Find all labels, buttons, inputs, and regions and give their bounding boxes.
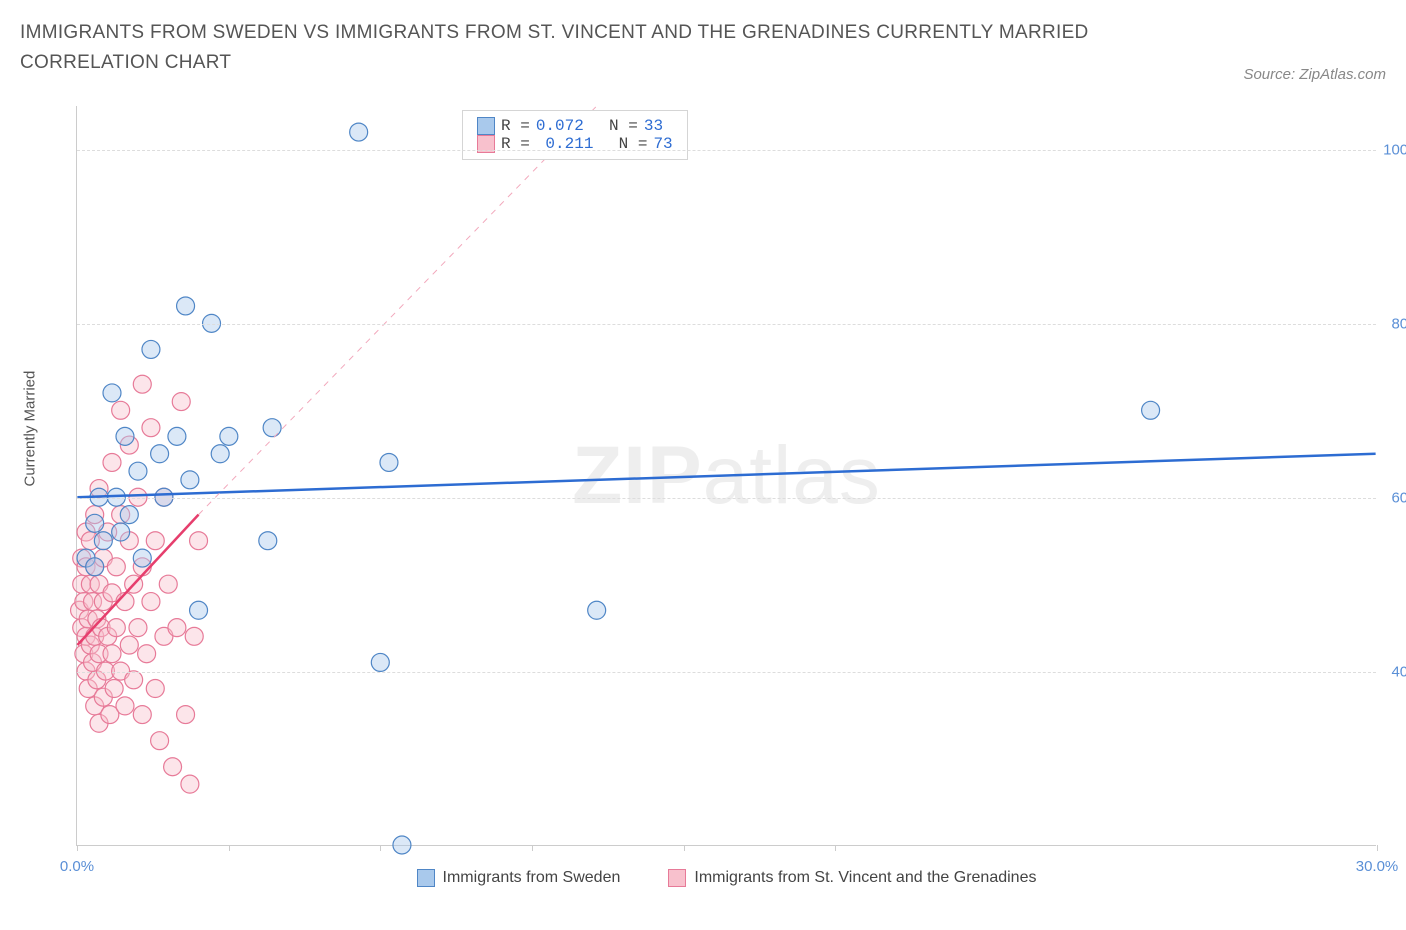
x-tick — [229, 845, 230, 851]
x-tick — [380, 845, 381, 851]
data-point — [125, 671, 143, 689]
data-point — [120, 636, 138, 654]
page-title: IMMIGRANTS FROM SWEDEN VS IMMIGRANTS FRO… — [20, 18, 1170, 79]
data-point — [86, 514, 104, 532]
data-point — [211, 445, 229, 463]
plot-svg — [77, 106, 1376, 845]
data-point — [164, 758, 182, 776]
data-point — [168, 427, 186, 445]
data-point — [107, 558, 125, 576]
data-point — [1142, 401, 1160, 419]
x-tick — [1377, 845, 1378, 851]
x-tick-label: 0.0% — [60, 858, 94, 875]
data-point — [129, 462, 147, 480]
data-point — [172, 393, 190, 411]
gridline — [77, 324, 1376, 325]
data-point — [142, 593, 160, 611]
data-point — [181, 775, 199, 793]
data-point — [220, 427, 238, 445]
y-axis-label: Currently Married — [22, 371, 39, 487]
data-point — [185, 627, 203, 645]
data-point — [371, 653, 389, 671]
data-point — [103, 453, 121, 471]
data-point — [116, 697, 134, 715]
gridline — [77, 498, 1376, 499]
data-point — [103, 645, 121, 663]
y-tick-label: 60.0% — [1380, 489, 1406, 506]
source-attribution: Source: ZipAtlas.com — [1243, 66, 1386, 83]
data-point — [146, 680, 164, 698]
y-tick-label: 80.0% — [1380, 315, 1406, 332]
x-tick — [77, 845, 78, 851]
data-point — [190, 601, 208, 619]
legend-label: Immigrants from St. Vincent and the Gren… — [694, 869, 1036, 887]
y-tick-label: 40.0% — [1380, 663, 1406, 680]
data-point — [112, 401, 130, 419]
data-point — [259, 532, 277, 550]
data-point — [263, 419, 281, 437]
y-tick-label: 100.0% — [1380, 141, 1406, 158]
legend-swatch-pink-icon — [668, 869, 686, 887]
legend-item-stvincent: Immigrants from St. Vincent and the Gren… — [668, 869, 1036, 887]
x-tick-label: 30.0% — [1356, 858, 1399, 875]
data-point — [142, 419, 160, 437]
stats-box: R = 0.072 N = 33 R = 0.211 N = 73 — [462, 110, 688, 160]
gridline — [77, 672, 1376, 673]
data-point — [94, 532, 112, 550]
x-tick — [835, 845, 836, 851]
data-point — [177, 297, 195, 315]
data-point — [190, 532, 208, 550]
data-point — [380, 453, 398, 471]
data-point — [151, 732, 169, 750]
data-point — [181, 471, 199, 489]
correlation-chart: Currently Married ZIPatlas R = 0.072 N =… — [20, 98, 1386, 888]
x-tick — [684, 845, 685, 851]
data-point — [177, 706, 195, 724]
data-point — [168, 619, 186, 637]
stats-row-sweden: R = 0.072 N = 33 — [477, 117, 673, 135]
legend-swatch-blue-icon — [417, 869, 435, 887]
data-point — [112, 523, 130, 541]
bottom-legend: Immigrants from Sweden Immigrants from S… — [77, 869, 1376, 887]
data-point — [105, 680, 123, 698]
regression-line — [77, 454, 1375, 497]
data-point — [588, 601, 606, 619]
data-point — [146, 532, 164, 550]
data-point — [103, 384, 121, 402]
plot-area: ZIPatlas R = 0.072 N = 33 R = 0.211 N = … — [76, 106, 1376, 846]
data-point — [133, 375, 151, 393]
legend-item-sweden: Immigrants from Sweden — [417, 869, 621, 887]
data-point — [151, 445, 169, 463]
regression-extension — [199, 106, 597, 515]
data-point — [116, 427, 134, 445]
data-point — [133, 549, 151, 567]
swatch-blue-icon — [477, 117, 495, 135]
x-tick — [532, 845, 533, 851]
data-point — [86, 558, 104, 576]
data-point — [133, 706, 151, 724]
data-point — [107, 619, 125, 637]
data-point — [120, 506, 138, 524]
data-point — [138, 645, 156, 663]
data-point — [393, 836, 411, 854]
gridline — [77, 150, 1376, 151]
data-point — [129, 619, 147, 637]
data-point — [159, 575, 177, 593]
data-point — [142, 340, 160, 358]
legend-label: Immigrants from Sweden — [443, 869, 621, 887]
data-point — [350, 123, 368, 141]
